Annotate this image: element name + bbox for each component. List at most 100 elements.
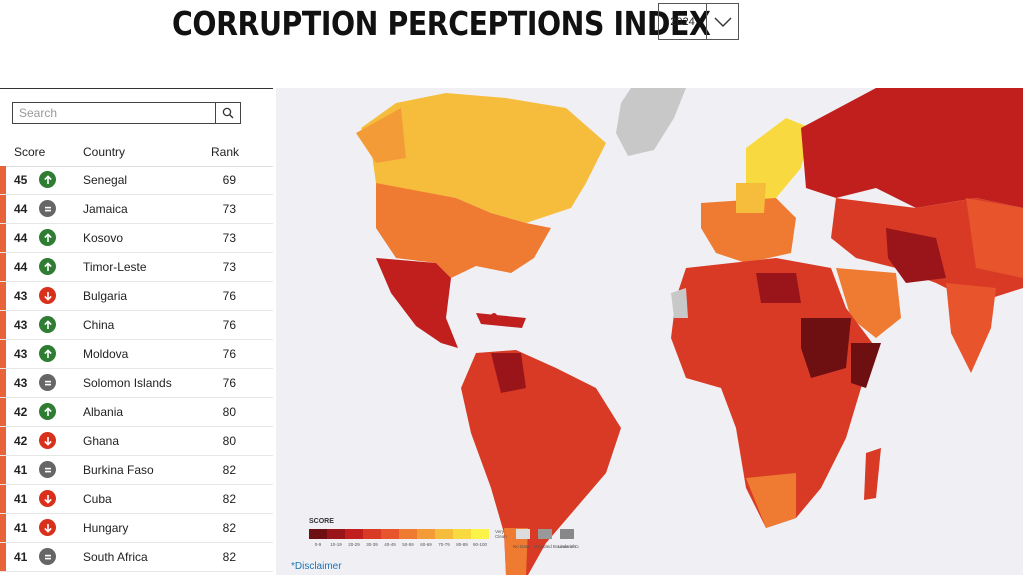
rank-bar: [0, 514, 6, 542]
country-name: Timor-Leste: [83, 260, 147, 274]
score-value: 43: [14, 376, 28, 390]
panel-divider: [0, 88, 273, 89]
score-value: 42: [14, 434, 28, 448]
legend-range-label: 70-79: [438, 542, 450, 547]
legend-disputed-swatch: [538, 529, 552, 539]
rank-value: 73: [222, 231, 236, 245]
table-row[interactable]: 45 Senegal 69: [0, 166, 273, 195]
table-row[interactable]: 44 Jamaica 73: [0, 195, 273, 224]
arrow-up-icon: [39, 403, 56, 420]
score-value: 43: [14, 347, 28, 361]
country-name: Senegal: [83, 173, 128, 187]
score-column-header[interactable]: Score: [14, 145, 46, 159]
legend-swatch: [363, 529, 381, 539]
legend-title: SCORE: [309, 518, 334, 525]
country-name: Hungary: [83, 521, 129, 535]
legend-swatch: [417, 529, 435, 539]
rank-bar: [0, 166, 6, 194]
table-row[interactable]: 43 China 76: [0, 311, 273, 340]
table-row[interactable]: 43 Moldova 76: [0, 340, 273, 369]
legend-loc-label: Lines of Control*: [558, 544, 579, 549]
legend-high-label: Very: [495, 529, 505, 534]
legend-swatch: [381, 529, 399, 539]
map-region: [356, 108, 406, 163]
legend-loc-swatch: [560, 529, 574, 539]
score-value: 42: [14, 405, 28, 419]
legend-swatch: [435, 529, 453, 539]
rank-value: 82: [222, 463, 236, 477]
map-region: [376, 183, 551, 278]
country-column-header[interactable]: Country: [83, 145, 126, 159]
legend-range-label: 10-19: [330, 542, 342, 547]
rank-value: 82: [222, 550, 236, 564]
map-region: [864, 448, 881, 500]
year-dropdown[interactable]: 2024: [658, 3, 739, 40]
score-value: 41: [14, 521, 28, 535]
world-map[interactable]: [276, 88, 1023, 575]
country-name: Ghana: [83, 434, 120, 448]
map-region: [886, 228, 946, 283]
page-title: CORRUPTION PERCEPTIONS INDEX: [172, 4, 711, 43]
arrow-down-icon: [39, 490, 56, 507]
disclaimer-link[interactable]: *Disclaimer: [291, 561, 342, 572]
table-row[interactable]: 41 South Africa 82: [0, 543, 273, 572]
search-input[interactable]: [13, 103, 215, 123]
score-legend: SCORE Highly Corrupt Very Clean 0-910-19…: [293, 515, 592, 555]
equal-icon: [39, 461, 56, 478]
legend-swatch: [399, 529, 417, 539]
country-list: 45 Senegal 69 44 Jamaica 73 44 Kosovo 73 44 Timor-…: [0, 166, 273, 572]
rank-value: 73: [222, 260, 236, 274]
arrow-down-icon: [39, 287, 56, 304]
table-row[interactable]: 41 Hungary 82: [0, 514, 273, 543]
legend-swatch: [309, 529, 327, 539]
arrow-up-icon: [39, 316, 56, 333]
arrow-up-icon: [39, 258, 56, 275]
search-box: [12, 102, 241, 124]
rank-value: 82: [222, 521, 236, 535]
map-region: [736, 183, 766, 213]
search-button[interactable]: [215, 103, 240, 123]
legend-nodata-label: No Data: [513, 544, 530, 549]
score-value: 43: [14, 318, 28, 332]
country-name: Albania: [83, 405, 124, 419]
equal-icon: [39, 548, 56, 565]
rank-value: 73: [222, 202, 236, 216]
map-region: [616, 88, 686, 156]
table-row[interactable]: 43 Solomon Islands 76: [0, 369, 273, 398]
table-row[interactable]: 41 Cuba 82: [0, 485, 273, 514]
score-value: 41: [14, 550, 28, 564]
map-region: [801, 88, 1023, 208]
legend-range-label: 50-59: [402, 542, 414, 547]
search-icon: [222, 107, 234, 119]
country-name: Cuba: [83, 492, 112, 506]
map-region: [361, 93, 606, 223]
country-name: Solomon Islands: [83, 376, 172, 390]
legend-high-label-2: Clean: [495, 534, 507, 539]
table-row[interactable]: 44 Timor-Leste 73: [0, 253, 273, 282]
rank-column-header[interactable]: Rank: [211, 145, 240, 159]
country-name: Bulgaria: [83, 289, 128, 303]
table-row[interactable]: 42 Albania 80: [0, 398, 273, 427]
rank-bar: [0, 398, 6, 426]
legend-range-label: 40-49: [384, 542, 396, 547]
legend-swatch: [471, 529, 489, 539]
chevron-down-icon[interactable]: [707, 4, 738, 39]
table-row[interactable]: 42 Ghana 80: [0, 427, 273, 456]
year-value: 2024: [659, 4, 707, 39]
legend-range-label: 20-29: [348, 542, 360, 547]
map-region: [504, 528, 528, 575]
rank-bar: [0, 253, 6, 281]
score-value: 44: [14, 231, 28, 245]
rank-value: 76: [222, 318, 236, 332]
score-value: 45: [14, 173, 28, 187]
table-row[interactable]: 43 Bulgaria 76: [0, 282, 273, 311]
rank-bar: [0, 311, 6, 339]
equal-icon: [39, 200, 56, 217]
score-value: 43: [14, 289, 28, 303]
map-region: [836, 268, 901, 338]
table-row[interactable]: 44 Kosovo 73: [0, 224, 273, 253]
table-row[interactable]: 41 Burkina Faso 82: [0, 456, 273, 485]
map-region: [801, 318, 851, 378]
arrow-down-icon: [39, 432, 56, 449]
legend-range-label: 80-89: [456, 542, 468, 547]
